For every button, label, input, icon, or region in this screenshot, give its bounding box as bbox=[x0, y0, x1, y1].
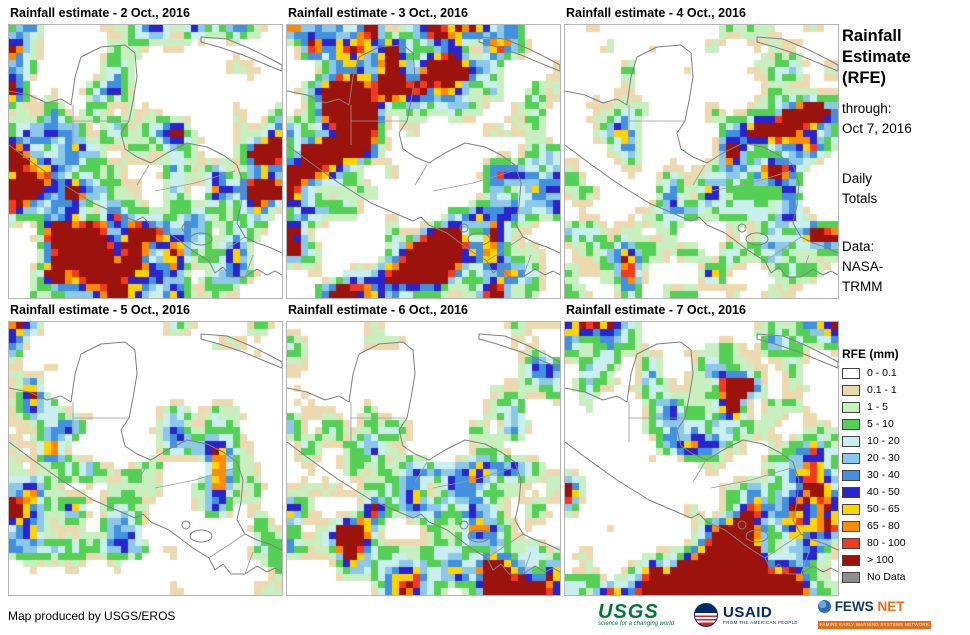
legend-swatch bbox=[842, 436, 860, 447]
legend-label: 1 - 5 bbox=[867, 401, 889, 413]
data-source-line: NASA- bbox=[842, 259, 884, 274]
fews-text: FEWS bbox=[834, 598, 874, 614]
fewsnet-tagline: FAMINE EARLY WARNING SYSTEMS NETWORK bbox=[817, 620, 932, 629]
legend-swatch bbox=[842, 453, 860, 464]
legend-label: 0.1 - 1 bbox=[867, 384, 897, 396]
globe-icon bbox=[817, 599, 831, 613]
rainfall-raster-oct-2 bbox=[9, 25, 282, 298]
legend-label: 5 - 10 bbox=[867, 418, 894, 430]
legend: RFE (mm) 0 - 0.1 0.1 - 1 1 - 5 5 - 10 10… bbox=[842, 347, 968, 589]
usaid-logo: USAID FROM THE AMERICAN PEOPLE bbox=[694, 603, 798, 627]
legend-row: 1 - 5 bbox=[842, 402, 968, 413]
rainfall-map-oct-5 bbox=[8, 321, 283, 596]
legend-swatch bbox=[842, 538, 860, 549]
map-panel-oct-6: Rainfall estimate - 6 Oct., 2016 bbox=[286, 303, 561, 596]
rainfall-map-oct-2 bbox=[8, 24, 283, 299]
sidebar-title-line: Estimate bbox=[842, 48, 911, 66]
usgs-logo: USGS science for a changing world bbox=[598, 600, 675, 628]
usgs-tagline: science for a changing world bbox=[598, 620, 675, 627]
legend-swatch bbox=[842, 521, 860, 532]
map-title-oct-5: Rainfall estimate - 5 Oct., 2016 bbox=[10, 303, 190, 317]
legend-label: 10 - 20 bbox=[867, 435, 900, 447]
legend-row: No Data bbox=[842, 572, 968, 583]
usgs-logo-text: USGS bbox=[598, 600, 659, 623]
sidebar-title-line: Rainfall bbox=[842, 27, 902, 45]
legend-swatch bbox=[842, 419, 860, 430]
usaid-seal-icon bbox=[694, 603, 719, 627]
legend-label: 20 - 30 bbox=[867, 452, 900, 464]
sidebar-title: Rainfall Estimate (RFE) bbox=[842, 26, 968, 89]
map-title-oct-4: Rainfall estimate - 4 Oct., 2016 bbox=[566, 6, 746, 20]
through-label: through: bbox=[842, 101, 892, 116]
legend-row: 5 - 10 bbox=[842, 419, 968, 430]
through-date: Oct 7, 2016 bbox=[842, 121, 912, 136]
legend-label: > 100 bbox=[867, 554, 894, 566]
rainfall-map-oct-3 bbox=[286, 24, 561, 299]
totals-line: Totals bbox=[842, 191, 878, 206]
legend-title: RFE (mm) bbox=[842, 347, 899, 361]
sidebar: Rainfall Estimate (RFE) through: Oct 7, … bbox=[842, 26, 968, 297]
rainfall-raster-oct-3 bbox=[287, 25, 560, 298]
fewsnet-logo-text: FEWS NET bbox=[834, 598, 905, 614]
map-panel-oct-7: Rainfall estimate - 7 Oct., 2016 bbox=[564, 303, 839, 596]
data-source-line: TRMM bbox=[842, 279, 883, 294]
rainfall-map-oct-7 bbox=[564, 321, 839, 596]
legend-label: 0 - 0.1 bbox=[867, 367, 897, 379]
map-panel-oct-3: Rainfall estimate - 3 Oct., 2016 bbox=[286, 6, 561, 299]
sidebar-title-line: (RFE) bbox=[842, 69, 886, 87]
legend-row: 65 - 80 bbox=[842, 521, 968, 532]
legend-row: 40 - 50 bbox=[842, 487, 968, 498]
usaid-logo-text: USAID bbox=[723, 603, 773, 621]
legend-swatch bbox=[842, 504, 860, 515]
data-label: Data: bbox=[842, 239, 875, 254]
legend-swatch bbox=[842, 368, 860, 379]
legend-swatch bbox=[842, 572, 860, 583]
legend-row: > 100 bbox=[842, 555, 968, 566]
rainfall-map-oct-4 bbox=[564, 24, 839, 299]
rainfall-raster-oct-6 bbox=[287, 322, 560, 595]
fewsnet-logo: FEWS NET FAMINE EARLY WARNING SYSTEMS NE… bbox=[817, 598, 932, 631]
footer-logos: USGS science for a changing world USAID … bbox=[598, 597, 932, 633]
rainfall-map-oct-6 bbox=[286, 321, 561, 596]
sidebar-totals: Daily Totals bbox=[842, 169, 968, 209]
map-panel-oct-4: Rainfall estimate - 4 Oct., 2016 bbox=[564, 6, 839, 299]
sidebar-through: through: Oct 7, 2016 bbox=[842, 99, 968, 139]
map-title-oct-7: Rainfall estimate - 7 Oct., 2016 bbox=[566, 303, 746, 317]
legend-row: 80 - 100 bbox=[842, 538, 968, 549]
map-title-oct-2: Rainfall estimate - 2 Oct., 2016 bbox=[10, 6, 190, 20]
legend-row: 10 - 20 bbox=[842, 436, 968, 447]
legend-label: 65 - 80 bbox=[867, 520, 900, 532]
rainfall-raster-oct-5 bbox=[9, 322, 282, 595]
legend-swatch bbox=[842, 385, 860, 396]
legend-swatch bbox=[842, 470, 860, 481]
usaid-tagline: FROM THE AMERICAN PEOPLE bbox=[723, 619, 798, 625]
map-panel-oct-2: Rainfall estimate - 2 Oct., 2016 bbox=[8, 6, 283, 299]
legend-swatch bbox=[842, 487, 860, 498]
legend-row: 0 - 0.1 bbox=[842, 368, 968, 379]
rainfall-raster-oct-4 bbox=[565, 25, 838, 298]
legend-label: 40 - 50 bbox=[867, 486, 900, 498]
totals-line: Daily bbox=[842, 171, 873, 186]
legend-label: 80 - 100 bbox=[867, 537, 906, 549]
legend-row: 30 - 40 bbox=[842, 470, 968, 481]
legend-label: No Data bbox=[867, 571, 906, 583]
legend-row: 0.1 - 1 bbox=[842, 385, 968, 396]
rainfall-raster-oct-7 bbox=[565, 322, 838, 595]
legend-row: 20 - 30 bbox=[842, 453, 968, 464]
sidebar-data-source: Data: NASA- TRMM bbox=[842, 237, 968, 297]
legend-label: 30 - 40 bbox=[867, 469, 900, 481]
map-title-oct-3: Rainfall estimate - 3 Oct., 2016 bbox=[288, 6, 468, 20]
map-panel-oct-5: Rainfall estimate - 5 Oct., 2016 bbox=[8, 303, 283, 596]
map-credit: Map produced by USGS/EROS bbox=[8, 609, 176, 623]
legend-row: 50 - 65 bbox=[842, 504, 968, 515]
legend-swatch bbox=[842, 555, 860, 566]
legend-swatch bbox=[842, 402, 860, 413]
legend-label: 50 - 65 bbox=[867, 503, 900, 515]
map-title-oct-6: Rainfall estimate - 6 Oct., 2016 bbox=[288, 303, 468, 317]
net-text: NET bbox=[877, 598, 905, 614]
